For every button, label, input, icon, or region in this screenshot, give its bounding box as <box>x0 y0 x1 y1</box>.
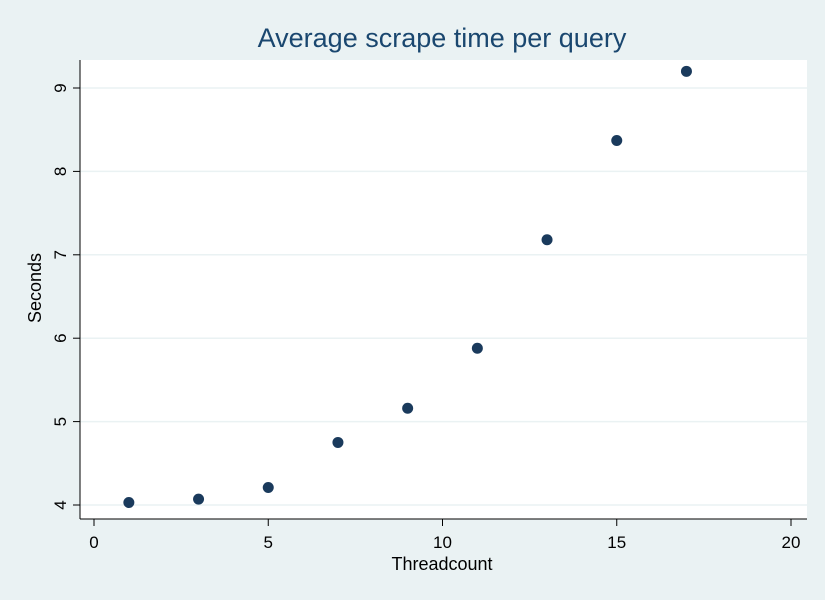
y-tick-label: 7 <box>51 250 70 259</box>
x-tick-label: 5 <box>264 533 273 552</box>
axes <box>73 60 807 526</box>
data-point <box>680 65 692 77</box>
x-tick-label: 10 <box>433 533 452 552</box>
y-tick-label: 8 <box>51 167 70 176</box>
data-points <box>123 65 692 508</box>
y-tick-label: 9 <box>51 83 70 92</box>
tick-labels: 0 5 10 15 20 4 5 6 7 8 9 <box>51 83 800 552</box>
data-point <box>611 135 623 147</box>
y-tick-label: 5 <box>51 417 70 426</box>
data-point <box>471 342 483 354</box>
y-axis-label: Seconds <box>25 253 45 323</box>
chart-title: Average scrape time per query <box>258 23 627 53</box>
data-point <box>332 436 344 448</box>
y-tick-label: 4 <box>51 500 70 509</box>
x-tick-label: 15 <box>607 533 626 552</box>
x-axis-label: Threadcount <box>391 554 492 574</box>
data-point <box>402 402 414 414</box>
x-tick-label: 0 <box>89 533 98 552</box>
plot-area <box>80 60 807 519</box>
x-tick-label: 20 <box>782 533 801 552</box>
data-point <box>193 493 205 505</box>
data-point <box>262 481 274 493</box>
data-point <box>541 234 553 246</box>
y-tick-label: 6 <box>51 333 70 342</box>
grid-lines <box>80 87 807 506</box>
data-point <box>123 496 135 508</box>
